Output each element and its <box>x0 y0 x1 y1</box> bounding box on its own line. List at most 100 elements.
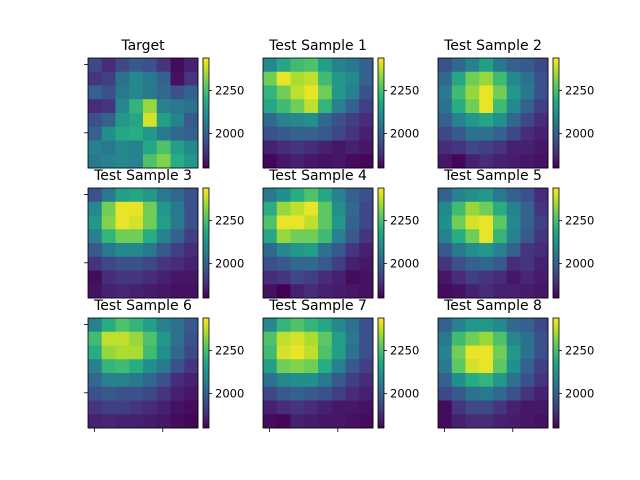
heatmap-cell <box>493 71 508 86</box>
heatmap-cell <box>156 414 171 429</box>
heatmap-cell <box>143 229 158 244</box>
heatmap-cell <box>451 284 466 299</box>
heatmap-panel: Test Sample 6 2000 2250 <box>84 298 244 432</box>
heatmap-cell <box>451 140 466 155</box>
colorbar-tick-label: 2000 <box>215 387 244 401</box>
colorbar <box>552 187 560 299</box>
heatmap-cell <box>276 318 291 333</box>
heatmap-cell <box>290 270 305 285</box>
heatmap-cell <box>520 270 535 285</box>
heatmap-cell <box>493 140 508 155</box>
heatmap-cell <box>359 201 374 216</box>
heatmap-cell <box>290 188 305 203</box>
heatmap-cell <box>318 414 333 429</box>
heatmap-cell <box>318 113 333 128</box>
heatmap-cell <box>359 270 374 285</box>
heatmap-cell <box>88 414 103 429</box>
heatmap-cell <box>493 99 508 114</box>
heatmap-cell <box>170 243 185 258</box>
heatmap-cell <box>290 400 305 415</box>
heatmap-cell <box>359 318 374 333</box>
heatmap-cell <box>479 215 494 230</box>
heatmap-cell <box>184 359 199 374</box>
heatmap-cell <box>101 140 116 155</box>
heatmap-cell <box>438 71 453 86</box>
heatmap-cell <box>534 113 549 128</box>
heatmap-cell <box>115 284 130 299</box>
heatmap-cell <box>493 414 508 429</box>
heatmap-cell <box>263 113 278 128</box>
heatmap-cell <box>88 386 103 401</box>
heatmap-cell <box>506 85 521 100</box>
heatmap-cell <box>101 58 116 73</box>
heatmap-cell <box>520 229 535 244</box>
heatmap-cell <box>290 215 305 230</box>
heatmap-cell <box>438 229 453 244</box>
heatmap-cell <box>101 414 116 429</box>
colorbar <box>552 57 560 169</box>
heatmap-cell <box>331 373 346 388</box>
heatmap-cell <box>318 284 333 299</box>
heatmap-cell <box>304 215 319 230</box>
heatmap-cell <box>129 345 144 360</box>
heatmap-cell <box>438 188 453 203</box>
heatmap-cell <box>143 359 158 374</box>
heatmap-cell <box>318 386 333 401</box>
heatmap-cell <box>101 243 116 258</box>
heatmap-cell <box>493 85 508 100</box>
heatmap-cell <box>304 140 319 155</box>
heatmap-cell <box>493 256 508 271</box>
heatmap-cell <box>184 85 199 100</box>
heatmap-cell <box>465 386 480 401</box>
heatmap-cell <box>290 284 305 299</box>
heatmap-cell <box>276 215 291 230</box>
heatmap-cell <box>129 414 144 429</box>
heatmap-cell <box>479 284 494 299</box>
heatmap-cell <box>520 215 535 230</box>
heatmap-cell <box>465 256 480 271</box>
heatmap-cell <box>479 188 494 203</box>
heatmap-cell <box>331 270 346 285</box>
heatmap-cell <box>506 400 521 415</box>
heatmap-cell <box>331 113 346 128</box>
colorbar-tick-label: 2250 <box>565 214 594 228</box>
heatmap-cell <box>438 284 453 299</box>
heatmap-cell <box>534 229 549 244</box>
heatmap-cell <box>318 215 333 230</box>
heatmap-cell <box>184 318 199 333</box>
colorbar-tick-label: 2000 <box>390 127 419 141</box>
heatmap-cell <box>88 140 103 155</box>
heatmap-cell <box>520 318 535 333</box>
heatmap-cell <box>479 318 494 333</box>
heatmap-cell <box>479 154 494 169</box>
heatmap-cell <box>170 386 185 401</box>
heatmap-cell <box>184 243 199 258</box>
heatmap-cell <box>88 126 103 141</box>
heatmap-cell <box>290 99 305 114</box>
heatmap-cell <box>129 331 144 346</box>
heatmap-cell <box>156 345 171 360</box>
colorbar <box>202 317 210 429</box>
heatmap-cell <box>534 71 549 86</box>
heatmap-cell <box>156 284 171 299</box>
heatmap-cell <box>520 400 535 415</box>
heatmap-cell <box>493 188 508 203</box>
heatmap-cell <box>184 414 199 429</box>
heatmap-cell <box>129 154 144 169</box>
heatmap-cell <box>345 386 360 401</box>
heatmap-cell <box>318 85 333 100</box>
heatmap-cell <box>506 201 521 216</box>
heatmap-cell <box>170 99 185 114</box>
heatmap-cell <box>534 400 549 415</box>
heatmap-cell <box>506 284 521 299</box>
heatmap-cell <box>493 386 508 401</box>
heatmap-cell <box>438 140 453 155</box>
heatmap-cell <box>276 126 291 141</box>
heatmap-cell <box>520 113 535 128</box>
heatmap-cell <box>184 331 199 346</box>
heatmap-cell <box>493 58 508 73</box>
heatmap-cell <box>276 188 291 203</box>
heatmap-cell <box>331 99 346 114</box>
heatmap-cell <box>479 414 494 429</box>
heatmap-cell <box>506 386 521 401</box>
